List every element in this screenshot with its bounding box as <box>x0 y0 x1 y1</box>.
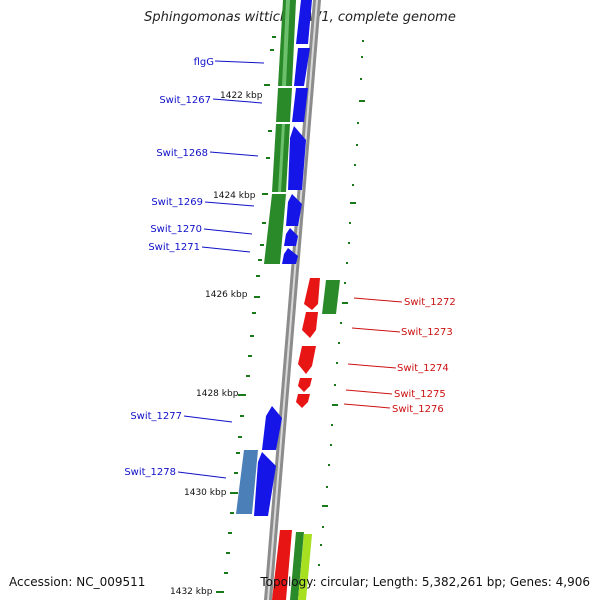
gene-label[interactable]: Swit_1269 <box>151 197 203 208</box>
gene-swit-1274[interactable] <box>298 346 316 374</box>
scale-label: 1430 kbp <box>184 488 227 498</box>
gene-swit-1278-partner[interactable] <box>236 450 258 514</box>
gene-swit-1277[interactable] <box>262 406 282 450</box>
scale-label: 1432 kbp <box>170 587 213 597</box>
scale-labels: 1422 kbp 1424 kbp 1426 kbp 1428 kbp 1430… <box>170 91 263 597</box>
scale-label: 1428 kbp <box>196 389 239 399</box>
gene-label[interactable]: Swit_1270 <box>150 224 202 235</box>
gene-swit-1267[interactable] <box>292 88 308 122</box>
gene-label[interactable]: Swit_1273 <box>401 327 453 338</box>
gene-label[interactable]: Swit_1268 <box>156 148 208 159</box>
gene-swit-1273[interactable] <box>302 312 318 338</box>
gene-swit-1272[interactable] <box>304 278 320 310</box>
gene-swit-1271[interactable] <box>282 248 298 264</box>
genome-summary-text: Topology: circular; Length: 5,382,261 bp… <box>260 575 590 589</box>
gene-label[interactable]: Swit_1271 <box>148 242 200 253</box>
gene-label[interactable]: Swit_1278 <box>124 467 176 478</box>
scale-label: 1424 kbp <box>213 191 256 201</box>
scale-label: 1426 kbp <box>205 290 248 300</box>
cds-swit-1272[interactable] <box>322 280 340 314</box>
reverse-gene-labels: Swit_1272 Swit_1273 Swit_1274 Swit_1275 … <box>392 297 456 415</box>
gene-label[interactable]: Swit_1274 <box>397 363 449 374</box>
gene-label[interactable]: Swit_1275 <box>394 389 446 400</box>
accession-text: Accession: NC_009511 <box>9 575 146 589</box>
forward-gene-labels: flgG Swit_1267 Swit_1268 Swit_1269 Swit_… <box>124 57 214 478</box>
forward-gene-track <box>236 0 312 516</box>
gene-swit-1268[interactable] <box>288 126 306 190</box>
backbone <box>264 0 321 600</box>
tick-marks <box>216 36 365 593</box>
gene-swit-1267-upper[interactable] <box>294 48 310 86</box>
gene-swit-1276[interactable] <box>296 394 310 408</box>
gene-label[interactable]: flgG <box>194 57 214 68</box>
forward-cds-track <box>264 0 296 264</box>
gene-swit-1269[interactable] <box>286 194 302 226</box>
reverse-gene-track <box>272 278 340 600</box>
scale-label: 1422 kbp <box>220 91 263 101</box>
gene-label[interactable]: Swit_1277 <box>130 411 182 422</box>
gene-flgG[interactable] <box>296 0 312 44</box>
forward-label-connectors <box>177 60 265 479</box>
gene-label[interactable]: Swit_1276 <box>392 404 444 415</box>
gene-swit-1270[interactable] <box>284 228 298 246</box>
reverse-label-connectors <box>343 297 403 409</box>
gene-swit-1278[interactable] <box>254 452 276 516</box>
gene-label[interactable]: Swit_1272 <box>404 297 456 308</box>
gene-swit-1275[interactable] <box>298 378 312 392</box>
gene-label[interactable]: Swit_1267 <box>159 95 211 106</box>
